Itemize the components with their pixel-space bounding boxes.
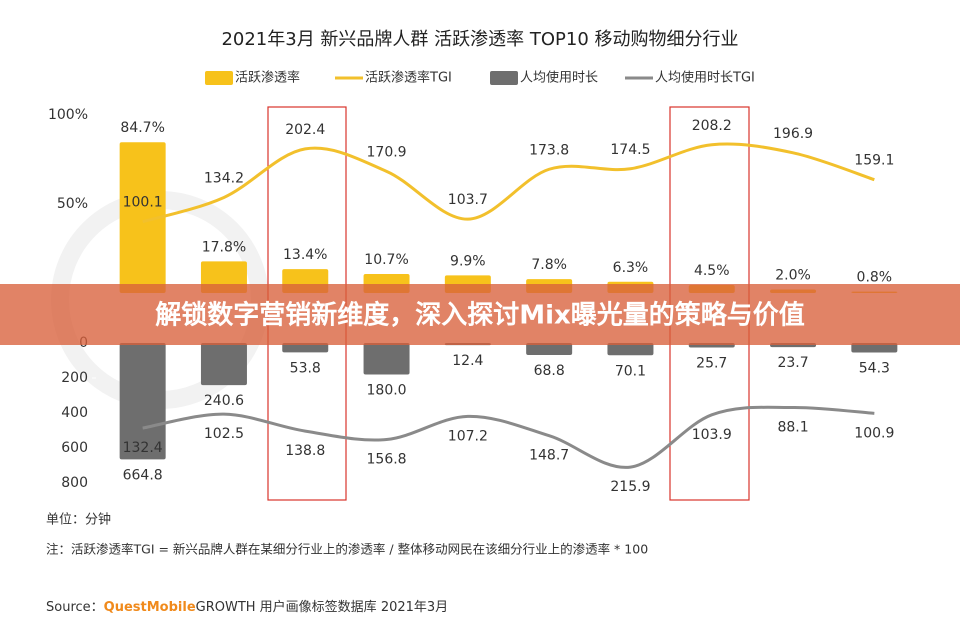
legend-swatch (205, 71, 233, 85)
bar-label: 2.0% (775, 267, 811, 283)
y-tick-label: 800 (61, 475, 88, 491)
line-label: 156.8 (367, 452, 407, 468)
line-label: 196.9 (773, 126, 813, 142)
bar-label: 4.5% (694, 263, 730, 279)
line-label: 173.8 (529, 142, 569, 158)
bar-label: 6.3% (613, 260, 649, 276)
bar (200, 343, 247, 386)
legend-label: 活跃渗透率 (235, 70, 300, 86)
bar-label: 7.8% (531, 257, 567, 273)
bar-label: 10.7% (364, 252, 408, 268)
line-label: 132.4 (123, 440, 163, 456)
line-label: 103.9 (692, 427, 732, 443)
bar-label: 13.4% (283, 247, 327, 263)
bar-label: 53.8 (290, 360, 321, 376)
line-label: 100.9 (854, 425, 894, 441)
bar-label: 240.6 (204, 393, 244, 409)
y-tick-label: 50% (57, 196, 88, 212)
line-label: 103.7 (448, 192, 488, 208)
y-tick-label: 400 (61, 405, 88, 421)
legend-label: 人均使用时长TGI (655, 70, 755, 86)
line-label: 202.4 (285, 122, 325, 138)
bar (607, 343, 654, 356)
bar-label: 68.8 (534, 363, 565, 379)
source-label: Source： (46, 600, 104, 615)
bar-label: 70.1 (615, 363, 646, 379)
y-tick-label: 600 (61, 440, 88, 456)
bar (119, 142, 166, 293)
line-label: 170.9 (367, 144, 407, 160)
banner (0, 284, 960, 345)
bar-label: 0.8% (857, 270, 893, 286)
bar-label: 25.7 (696, 355, 727, 371)
line (142, 142, 875, 224)
bar-label: 23.7 (777, 355, 808, 371)
line-label: 159.1 (854, 153, 894, 169)
chart-title: 2021年3月 新兴品牌人群 活跃渗透率 TOP10 移动购物细分行业 (221, 29, 738, 50)
line-label: 215.9 (610, 479, 650, 495)
bar (363, 343, 410, 375)
bar (282, 343, 329, 353)
line-label: 148.7 (529, 448, 569, 464)
line-label: 100.1 (123, 195, 163, 211)
bar (526, 343, 573, 356)
bar-label: 54.3 (859, 361, 890, 377)
line-label: 107.2 (448, 428, 488, 444)
line-label: 138.8 (285, 443, 325, 459)
line-label: 208.2 (692, 118, 732, 134)
note: 注：活跃渗透率TGI = 新兴品牌人群在某细分行业上的渗透率 / 整体移动网民在… (46, 542, 648, 557)
bar-label: 84.7% (120, 120, 164, 136)
source-brand: QuestMobile (104, 600, 196, 615)
y-tick-label: 200 (61, 370, 88, 386)
bar (851, 343, 898, 353)
banner-text: 解锁数字营销新维度，深入探讨Mix曝光量的策略与价值 (155, 300, 805, 331)
bar-label: 664.8 (123, 467, 163, 483)
bar-label: 17.8% (202, 239, 246, 255)
bar-label: 180.0 (367, 383, 407, 399)
legend-label: 人均使用时长 (520, 70, 598, 86)
y-tick-label: 100% (48, 107, 88, 123)
bar-label: 9.9% (450, 253, 486, 269)
bar-label: 12.4 (452, 353, 483, 369)
source-text: GROWTH 用户画像标签数据库 2021年3月 (196, 599, 449, 615)
line (142, 405, 875, 469)
legend-swatch (490, 71, 518, 85)
bar (119, 343, 166, 460)
line-label: 174.5 (610, 142, 650, 158)
source: Source：QuestMobileGROWTH 用户画像标签数据库 2021年… (46, 599, 448, 615)
line-label: 102.5 (204, 426, 244, 442)
legend-label: 活跃渗透率TGI (365, 70, 452, 86)
line-label: 88.1 (777, 419, 808, 435)
line-label: 134.2 (204, 170, 244, 186)
unit-note: 单位：分钟 (46, 512, 111, 528)
